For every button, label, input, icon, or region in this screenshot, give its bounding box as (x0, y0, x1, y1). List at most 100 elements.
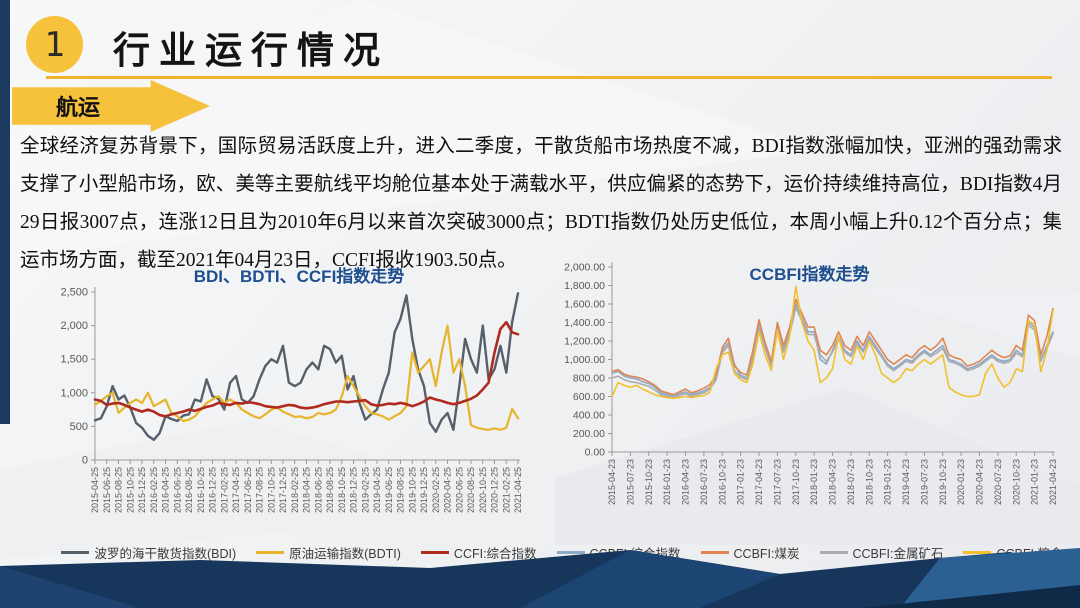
legend-item: CCBFI:金属矿石 (819, 543, 944, 562)
svg-text:2016-04-23: 2016-04-23 (681, 459, 691, 505)
svg-text:2020-04-25: 2020-04-25 (443, 467, 453, 513)
svg-text:2020-04-23: 2020-04-23 (975, 459, 985, 505)
legend-item: 波罗的海干散货指数(BDI) (61, 543, 236, 562)
svg-text:2021-04-23: 2021-04-23 (1048, 459, 1058, 505)
svg-text:2018-10-23: 2018-10-23 (864, 459, 874, 505)
legend-label: 波罗的海干散货指数(BDI) (94, 547, 237, 561)
legend-item: CCBFI:煤炭 (700, 543, 800, 562)
left-edge-bar (0, 0, 10, 424)
svg-text:2016-10-25: 2016-10-25 (196, 467, 206, 513)
svg-text:1,500: 1,500 (60, 354, 88, 366)
svg-text:2016-10-23: 2016-10-23 (717, 459, 727, 505)
body-paragraph: 全球经济复苏背景下，国际贸易活跃度上升，进入二季度，干散货船市场热度不减，BDI… (20, 136, 1062, 271)
chart-title-ccbfi: CCBFI指数走势 (749, 265, 870, 284)
svg-text:1,400.00: 1,400.00 (564, 317, 605, 329)
legend-swatch (61, 551, 90, 554)
svg-text:2015-04-25: 2015-04-25 (90, 467, 100, 513)
svg-text:2020-07-23: 2020-07-23 (993, 459, 1003, 505)
legend-swatch (420, 551, 449, 554)
svg-text:0: 0 (82, 455, 88, 467)
svg-text:2020-01-23: 2020-01-23 (956, 459, 966, 505)
svg-text:1,200.00: 1,200.00 (564, 336, 605, 348)
svg-text:2020-08-25: 2020-08-25 (466, 467, 476, 513)
legend-swatch (556, 551, 585, 554)
svg-text:2016-06-25: 2016-06-25 (172, 467, 182, 513)
svg-text:2017-12-25: 2017-12-25 (278, 467, 288, 513)
legend-label: CCBFI:金属矿石 (852, 547, 944, 561)
svg-text:2017-04-25: 2017-04-25 (231, 467, 241, 513)
svg-text:2017-06-25: 2017-06-25 (243, 467, 253, 513)
svg-text:2018-10-25: 2018-10-25 (337, 467, 347, 513)
svg-text:2018-01-23: 2018-01-23 (809, 459, 819, 505)
section-number: 1 (44, 24, 65, 65)
svg-text:2,000.00: 2,000.00 (564, 262, 605, 274)
svg-text:400.00: 400.00 (573, 410, 605, 422)
svg-text:2020-12-25: 2020-12-25 (490, 467, 500, 513)
title-underline (46, 76, 1052, 79)
legend-item: CCFI:综合指数 (420, 543, 537, 562)
svg-text:2021-02-25: 2021-02-25 (501, 467, 511, 513)
svg-text:2019-07-23: 2019-07-23 (919, 459, 929, 505)
svg-text:0.00: 0.00 (585, 447, 606, 459)
svg-text:2020-10-23: 2020-10-23 (1011, 459, 1021, 505)
svg-text:2,500: 2,500 (60, 287, 88, 299)
svg-text:2018-02-25: 2018-02-25 (290, 467, 300, 513)
svg-text:2016-01-23: 2016-01-23 (662, 459, 672, 505)
svg-text:500: 500 (70, 421, 88, 433)
svg-text:800.00: 800.00 (573, 373, 605, 385)
svg-text:2019-02-25: 2019-02-25 (360, 467, 370, 513)
svg-text:2016-04-25: 2016-04-25 (161, 467, 171, 513)
svg-text:2016-12-25: 2016-12-25 (208, 467, 218, 513)
svg-text:2015-10-25: 2015-10-25 (125, 467, 135, 513)
svg-text:2015-12-25: 2015-12-25 (137, 467, 147, 513)
svg-text:1,000.00: 1,000.00 (564, 354, 605, 366)
legend-swatch (963, 551, 992, 554)
svg-text:1,600.00: 1,600.00 (564, 299, 605, 311)
legend-item: 原油运输指数(BDTI) (256, 543, 401, 562)
svg-text:2016-08-25: 2016-08-25 (184, 467, 194, 513)
svg-text:2018-04-25: 2018-04-25 (302, 467, 312, 513)
svg-text:2017-02-25: 2017-02-25 (219, 467, 229, 513)
svg-text:2021-04-25: 2021-04-25 (513, 467, 523, 513)
svg-text:200.00: 200.00 (573, 428, 605, 440)
svg-text:2016-07-23: 2016-07-23 (699, 459, 709, 505)
legend-swatch (256, 551, 285, 554)
legend-bdi-chart: 波罗的海干散货指数(BDI) 原油运输指数(BDTI) CCFI:综合指数 (58, 543, 540, 562)
svg-text:1,800.00: 1,800.00 (564, 280, 605, 292)
svg-text:2019-08-25: 2019-08-25 (396, 467, 406, 513)
svg-text:2019-06-25: 2019-06-25 (384, 467, 394, 513)
legend-swatch (819, 551, 848, 554)
svg-text:2018-07-23: 2018-07-23 (846, 459, 856, 505)
legend-label: 原油运输指数(BDTI) (289, 547, 401, 561)
svg-text:2019-10-23: 2019-10-23 (938, 459, 948, 505)
svg-text:2020-10-25: 2020-10-25 (478, 467, 488, 513)
svg-text:2,000: 2,000 (60, 320, 88, 332)
chart-title-bdi: BDI、BDTI、CCFI指数走势 (193, 267, 405, 286)
svg-text:2019-10-25: 2019-10-25 (407, 467, 417, 513)
svg-text:2017-01-23: 2017-01-23 (736, 459, 746, 505)
svg-text:2020-02-25: 2020-02-25 (431, 467, 441, 513)
svg-text:2016-02-25: 2016-02-25 (149, 467, 159, 513)
svg-text:2018-04-23: 2018-04-23 (828, 459, 838, 505)
legend-swatch (700, 551, 729, 554)
svg-text:2017-10-25: 2017-10-25 (266, 467, 276, 513)
svg-text:2019-04-23: 2019-04-23 (901, 459, 911, 505)
svg-text:2017-08-25: 2017-08-25 (255, 467, 265, 513)
section-tag-label: 航运 (56, 95, 101, 120)
legend-label: CCFI:综合指数 (453, 547, 537, 561)
svg-text:2018-08-25: 2018-08-25 (325, 467, 335, 513)
svg-text:2015-10-23: 2015-10-23 (644, 459, 654, 505)
svg-text:2017-07-23: 2017-07-23 (772, 459, 782, 505)
svg-text:2015-04-23: 2015-04-23 (607, 459, 617, 505)
svg-text:1,000: 1,000 (60, 387, 88, 399)
svg-text:2019-12-25: 2019-12-25 (419, 467, 429, 513)
ccbfi-chart: 0.00 200.00 400.00 600.00 800.00 1,000.00 1,20… (564, 262, 1058, 506)
section-number-badge: 1 (26, 16, 83, 73)
svg-text:2021-01-23: 2021-01-23 (1030, 459, 1040, 505)
svg-text:2019-04-25: 2019-04-25 (372, 467, 382, 513)
svg-text:2018-06-25: 2018-06-25 (313, 467, 323, 513)
footer-graphic (0, 548, 1080, 608)
